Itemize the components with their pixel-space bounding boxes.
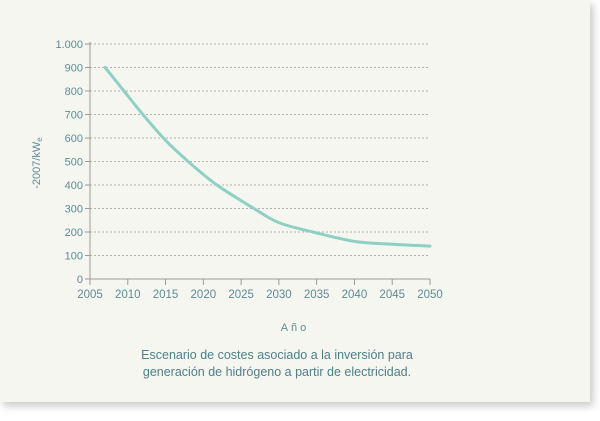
y-axis-label: -2007/kWe <box>31 137 44 189</box>
y-tick-label: 300 <box>65 204 83 216</box>
x-tick-label: 2035 <box>304 289 330 301</box>
y-tick-label: 600 <box>65 133 83 145</box>
y-tick-label: 400 <box>65 180 83 192</box>
x-tick-label: 2050 <box>417 289 443 301</box>
x-tick-label: 2015 <box>153 289 179 301</box>
y-tick-label: 500 <box>65 157 83 169</box>
x-tick-label: 2040 <box>342 289 368 301</box>
chart-caption: Escenario de costes asociado a la invers… <box>0 347 554 381</box>
grid-lines <box>90 43 430 256</box>
x-tick-label: 2010 <box>115 289 141 301</box>
series-line-0 <box>103 66 432 248</box>
x-tick-label: 2030 <box>266 289 292 301</box>
series-group <box>103 66 432 248</box>
x-tick-label: 2025 <box>228 289 254 301</box>
axes <box>89 42 430 280</box>
y-tick-label: 0 <box>77 274 83 286</box>
x-axis-title: Año <box>280 322 310 334</box>
y-tick-label: 200 <box>65 227 83 239</box>
y-tick-label: 100 <box>65 251 83 263</box>
y-tick-label: 800 <box>65 86 83 98</box>
y-tick-label: 700 <box>65 110 83 122</box>
x-tick-label: 2020 <box>191 289 217 301</box>
x-tick-label: 2045 <box>379 289 405 301</box>
caption-line-1: Escenario de costes asociado a la invers… <box>141 348 413 362</box>
x-tick-label: 2005 <box>77 289 103 301</box>
caption-line-2: generación de hidrógeno a partir de elec… <box>142 365 412 379</box>
y-axis-ticks: 0 100 200 300 400 500 600 700 800 900 1.000 <box>55 39 90 286</box>
x-axis-ticks: 2005 2010 2015 2020 2025 2030 2035 2040 2045 2050 <box>77 279 443 301</box>
y-tick-label: 1.000 <box>55 39 83 51</box>
y-tick-label: 900 <box>65 63 83 75</box>
